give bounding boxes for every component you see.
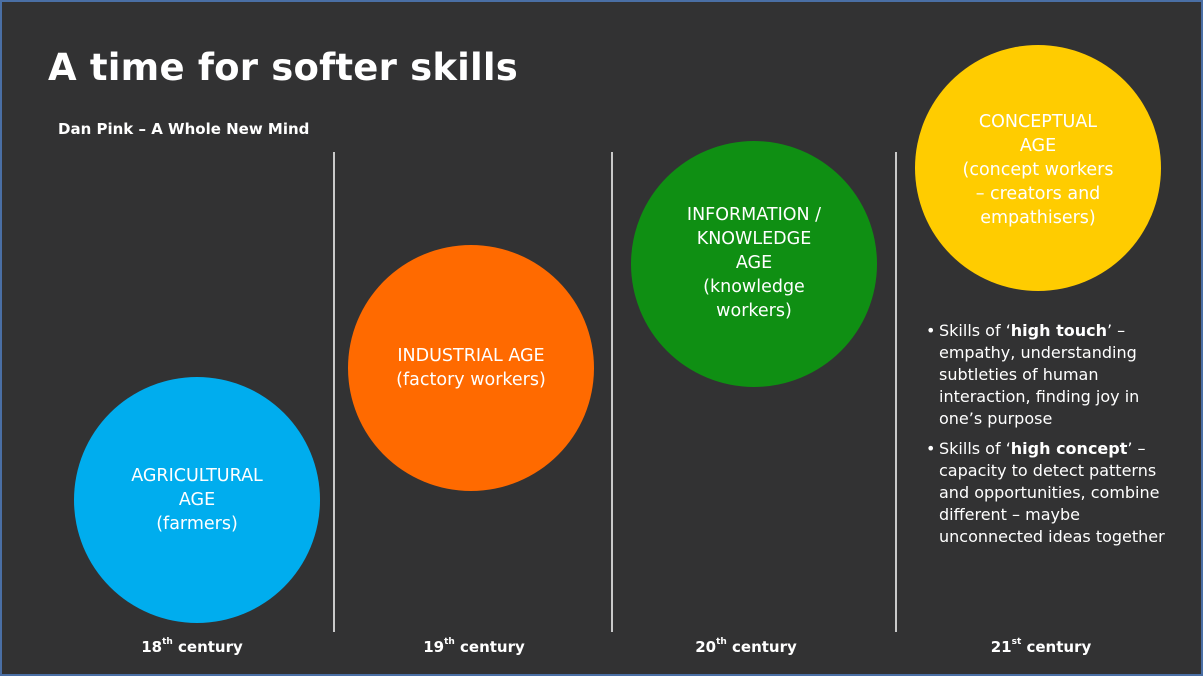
century-label-18: 18th century [141, 637, 243, 656]
age-label: INDUSTRIAL AGE (factory workers) [396, 346, 546, 390]
divider-line [333, 152, 335, 632]
industrial-age-circle: INDUSTRIAL AGE (factory workers) [348, 245, 594, 491]
century-suffix: th [444, 637, 455, 647]
century-suffix: st [1011, 637, 1022, 647]
century-number: 20 [695, 638, 717, 656]
century-suffix: th [716, 637, 727, 647]
information-age-circle: INFORMATION / KNOWLEDGE AGE (knowledge w… [631, 141, 877, 387]
century-label-19: 19th century [423, 637, 525, 656]
skill-prefix: Skills of ‘ [939, 321, 1011, 340]
agricultural-age-circle: AGRICULTURAL AGE (farmers) [74, 377, 320, 623]
century-word: century [172, 638, 243, 656]
skill-emphasis: high concept [1010, 439, 1128, 458]
skill-emphasis: high touch [1010, 321, 1107, 340]
century-word: century [454, 638, 525, 656]
age-label: CONCEPTUAL AGE (concept workers – creato… [962, 112, 1114, 228]
century-number: 21 [990, 638, 1012, 656]
skill-prefix: Skills of ‘ [939, 439, 1011, 458]
skill-description: ’ – empathy, understanding subtleties of… [939, 321, 1140, 428]
century-label-21: 21st century [990, 637, 1092, 656]
divider-line [895, 152, 897, 632]
slide-subtitle: Dan Pink – A Whole New Mind [58, 120, 310, 138]
century-word: century [726, 638, 797, 656]
century-label-20: 20th century [695, 637, 797, 656]
century-word: century [1021, 638, 1092, 656]
slide-title: A time for softer skills [48, 46, 519, 89]
century-number: 18 [141, 638, 163, 656]
skill-item-high-concept: Skills of ‘high concept’ – capacity to d… [926, 438, 1186, 548]
age-label: AGRICULTURAL AGE (farmers) [131, 466, 263, 534]
century-suffix: th [162, 637, 173, 647]
skill-item-high-touch: Skills of ‘high touch’ – empathy, unders… [926, 320, 1186, 430]
skill-description: ’ – capacity to detect patterns and oppo… [939, 439, 1165, 546]
divider-line [611, 152, 613, 632]
age-label: INFORMATION / KNOWLEDGE AGE (knowledge w… [686, 205, 822, 321]
skills-list: Skills of ‘high touch’ – empathy, unders… [926, 320, 1186, 556]
century-number: 19 [423, 638, 445, 656]
conceptual-age-circle: CONCEPTUAL AGE (concept workers – creato… [915, 45, 1161, 291]
